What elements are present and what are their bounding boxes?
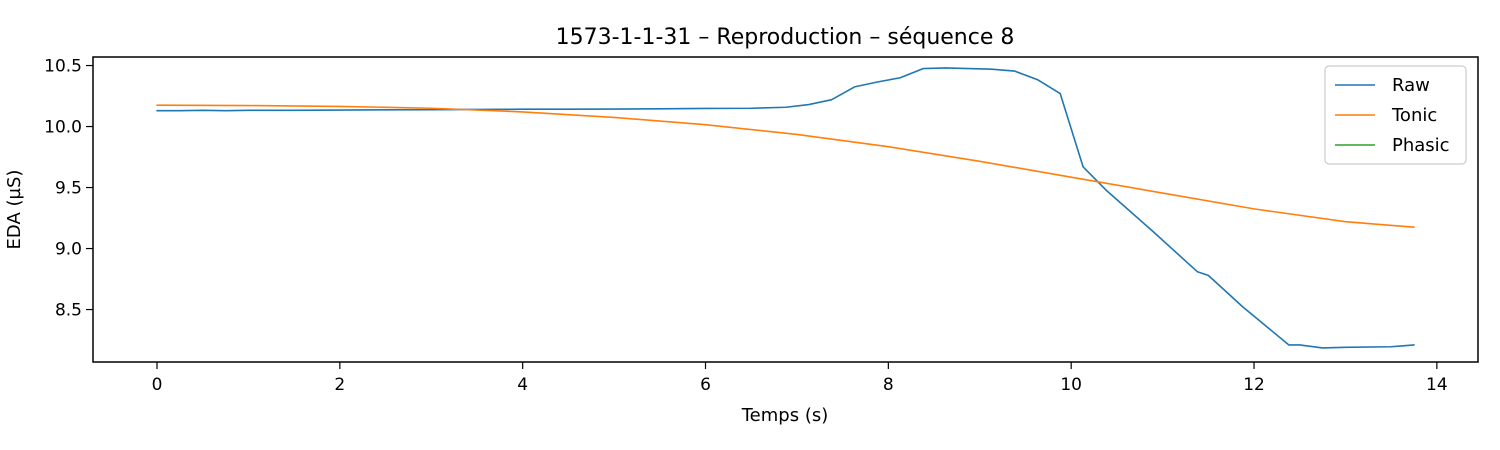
x-tick-label: 4 [517, 375, 528, 395]
y-tick-label: 9.5 [55, 179, 82, 199]
legend: Raw Tonic Phasic [1324, 65, 1467, 165]
x-tick-label: 14 [1426, 375, 1448, 395]
legend-label-phasic: Phasic [1392, 135, 1450, 156]
chart-title: 1573-1-1-31 – Reproduction – séquence 8 [556, 25, 1015, 50]
y-tick-label: 8.5 [55, 301, 82, 321]
y-tick-label: 9.0 [55, 240, 82, 260]
x-tick-label: 12 [1243, 375, 1265, 395]
x-axis-label: Temps (s) [741, 405, 829, 426]
legend-box [1324, 65, 1467, 165]
legend-label-raw: Raw [1392, 75, 1430, 96]
x-tick-label: 8 [883, 375, 894, 395]
plot-area [92, 56, 1479, 363]
x-axis: 0 2 4 6 8 10 12 14 [152, 362, 1448, 395]
x-tick-label: 6 [700, 375, 711, 395]
y-axis-label: EDA (µS) [4, 170, 25, 250]
plot-frame [92, 56, 1479, 363]
series-layer [156, 67, 1415, 349]
x-tick-label: 0 [152, 375, 163, 395]
y-tick-label: 10.5 [44, 57, 82, 77]
series-line-raw [156, 67, 1415, 349]
series-line-tonic [156, 104, 1415, 228]
x-tick-label: 2 [334, 375, 345, 395]
y-tick-label: 10.0 [44, 118, 82, 138]
y-axis: 8.5 9.0 9.5 10.0 10.5 [44, 57, 93, 321]
x-tick-label: 10 [1060, 375, 1082, 395]
legend-label-tonic: Tonic [1391, 105, 1437, 126]
